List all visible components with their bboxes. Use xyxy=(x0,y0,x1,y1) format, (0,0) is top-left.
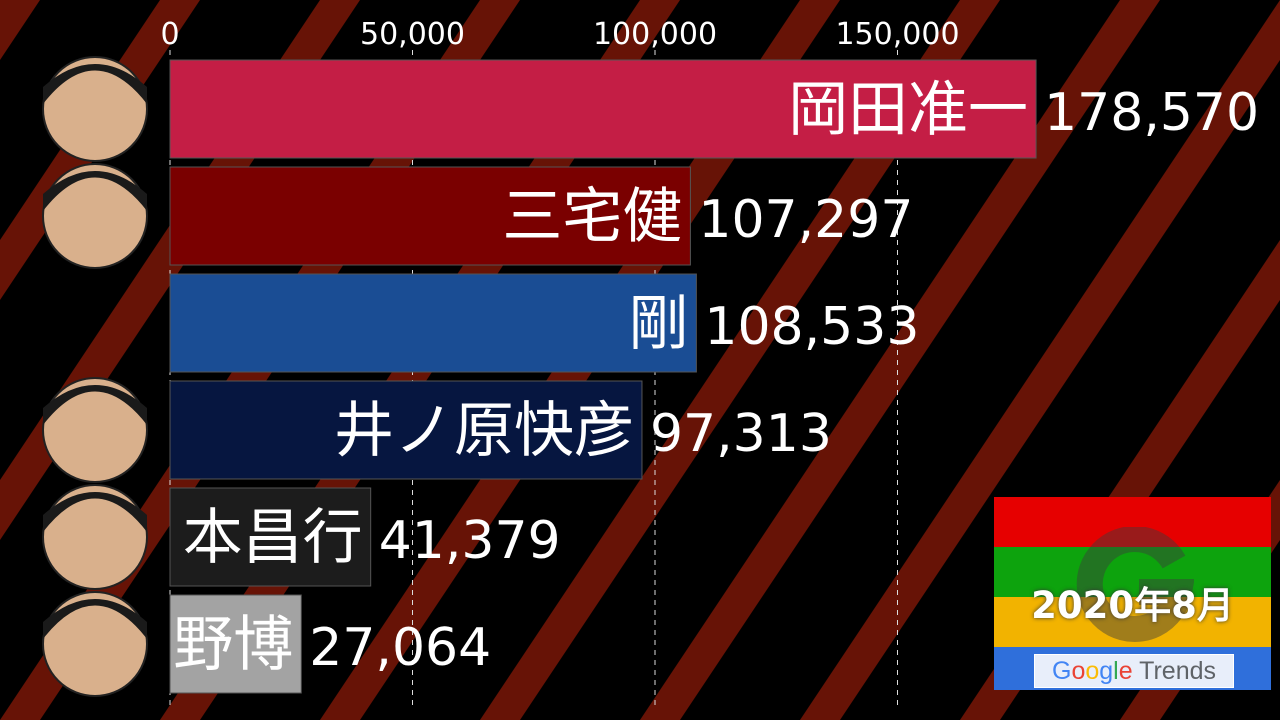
google-g-watermark-icon xyxy=(1076,527,1194,642)
background-stripe xyxy=(480,0,1000,720)
avatar-hair xyxy=(43,492,147,532)
bar-label: 井ノ原快彦 xyxy=(334,396,634,466)
bar-label: 本昌行 xyxy=(183,503,363,573)
value-label: 27,064 xyxy=(309,618,491,678)
grid: 0 50,000 100,000 150,000 xyxy=(160,17,960,705)
background-stripe xyxy=(800,0,1280,720)
x-tick-label: 100,000 xyxy=(593,17,717,52)
value-label: 97,313 xyxy=(650,404,832,464)
avatar-hair xyxy=(43,171,147,211)
bar xyxy=(169,59,1037,159)
avatar-hair xyxy=(43,64,147,104)
bar xyxy=(169,594,302,694)
bar xyxy=(169,380,643,480)
x-tick-label: 150,000 xyxy=(835,17,959,52)
value-label: 108,533 xyxy=(704,297,919,357)
avatar xyxy=(42,591,148,697)
avatar xyxy=(42,484,148,590)
bar-label: 三宅健 xyxy=(502,182,682,252)
avatar xyxy=(42,377,148,483)
x-tick-label: 0 xyxy=(160,17,179,52)
background-stripe xyxy=(0,0,40,60)
avatar-hair xyxy=(43,385,147,425)
value-label: 107,297 xyxy=(698,190,913,250)
bar xyxy=(169,166,691,266)
avatars xyxy=(42,56,148,697)
bar-label: 岡田准一 xyxy=(788,75,1028,145)
x-tick-label: 50,000 xyxy=(360,17,465,52)
bar-label: 野博 xyxy=(173,610,293,680)
value-label: 178,570 xyxy=(1044,83,1259,143)
avatar-hair xyxy=(43,599,147,639)
background-stripe xyxy=(640,0,1160,720)
avatar xyxy=(42,56,148,162)
period-label: 2020年8月 xyxy=(1031,584,1234,627)
bar xyxy=(169,273,697,373)
google-trends-logo: Google Trends xyxy=(1034,654,1234,688)
bar-label: 剛 xyxy=(628,289,688,359)
avatar xyxy=(42,163,148,269)
bar xyxy=(169,487,372,587)
period-badge: 2020年8月 Google Trends xyxy=(994,497,1271,690)
value-label: 41,379 xyxy=(379,511,561,571)
